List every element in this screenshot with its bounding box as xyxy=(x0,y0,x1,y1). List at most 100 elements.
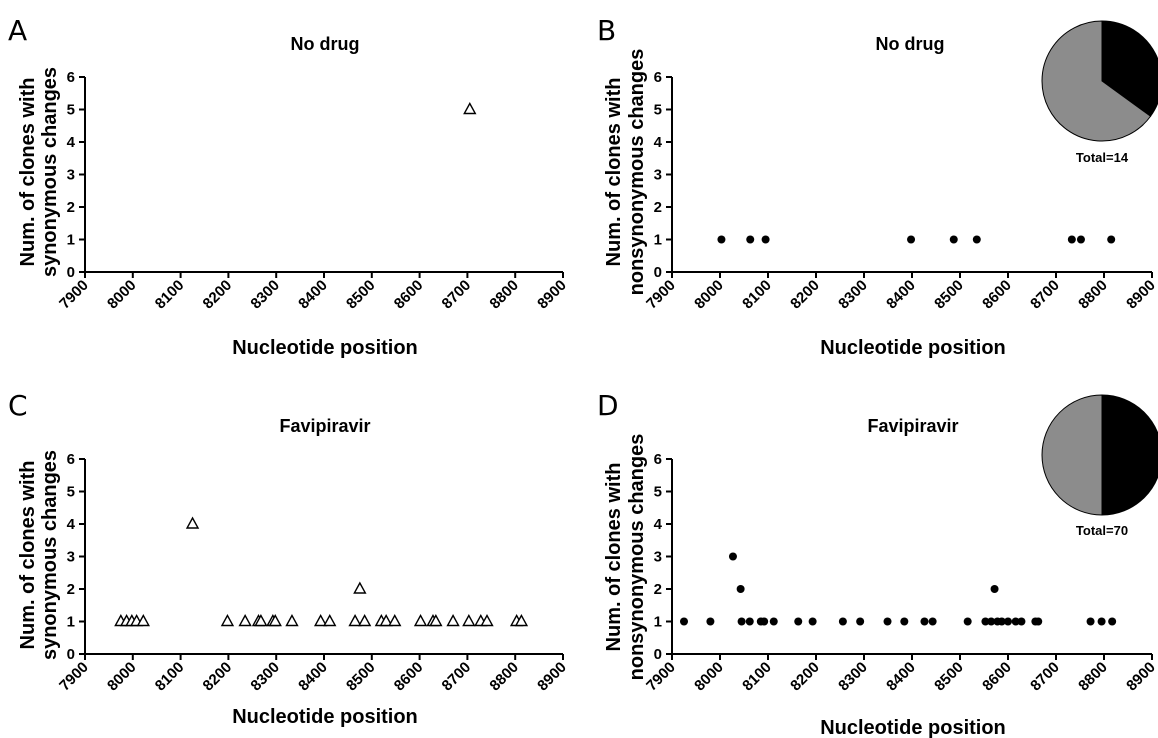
panel-b-x-tick-label: 8200 xyxy=(787,277,823,313)
panel-b-y-tick-label: 5 xyxy=(654,102,662,119)
panel-d-pie-total: Total=70 xyxy=(1076,523,1128,538)
panel-a-y-tick-label: 2 xyxy=(67,199,75,216)
panel-d-ylabel-line2: nonsynonymous changes xyxy=(626,434,648,681)
panel-c-data-point xyxy=(353,581,367,594)
panel-d-data-point xyxy=(1097,617,1106,626)
panel-c-y-tick-label: 3 xyxy=(67,549,75,566)
panel-d-xlabel: Nucleotide position xyxy=(820,717,1006,738)
panel-a: A No drug Nucleotide position Num. of cl… xyxy=(8,14,570,359)
panel-b-x-tick-label: 7900 xyxy=(643,277,679,313)
panel-b-letter: B xyxy=(597,14,616,47)
panel-b-data-point xyxy=(1067,235,1076,244)
panel-b-data-point xyxy=(907,235,916,244)
panel-d-pie-slice xyxy=(1101,394,1158,516)
panel-a-x-tick-label: 7900 xyxy=(56,277,92,313)
panel-c-title: Favipiravir xyxy=(279,416,370,436)
panel-a-x-tick-label: 8300 xyxy=(247,277,283,313)
panel-c-x-tick-label: 8400 xyxy=(295,659,331,695)
panel-d-data-point xyxy=(745,617,754,626)
panel-c-y-tick-label: 6 xyxy=(67,451,75,468)
panel-d-pie xyxy=(1041,394,1158,516)
panel-b-pie-slice xyxy=(1041,20,1152,142)
panel-d-x-tick-label: 8700 xyxy=(1027,659,1063,695)
panel-c-y-tick-label: 2 xyxy=(67,581,75,598)
panel-a-x-tick-label: 8800 xyxy=(486,277,522,313)
panel-d-data-point xyxy=(900,617,909,626)
panel-d-data-point xyxy=(794,617,803,626)
panel-a-xlabel: Nucleotide position xyxy=(232,337,418,359)
panel-c-x-tick-label: 8600 xyxy=(391,659,427,695)
panel-c-data-point xyxy=(348,614,362,627)
panel-b-data-point xyxy=(1076,235,1085,244)
panel-b-data-point xyxy=(1107,235,1116,244)
panel-b-ylabel-line2: nonsynonymous changes xyxy=(626,49,648,296)
panel-b-x-tick-label: 8300 xyxy=(835,277,871,313)
panel-a-y-tick-label: 5 xyxy=(67,102,75,119)
panel-d-data-point xyxy=(928,617,937,626)
panel-d: D Favipiravir Nucleotide position Num. o… xyxy=(597,389,1158,738)
panel-a-x-tick-label: 8900 xyxy=(534,277,570,313)
panel-d-data-point xyxy=(1034,617,1043,626)
panel-d-y-tick-label: 2 xyxy=(654,581,662,598)
panel-b-x-tick-label: 8000 xyxy=(691,277,727,313)
panel-a-x-tick-label: 8400 xyxy=(295,277,331,313)
panel-d-x-tick-label: 7900 xyxy=(643,659,679,695)
panel-d-data-point xyxy=(963,617,972,626)
panel-a-x-tick-label: 8600 xyxy=(391,277,427,313)
panel-c-x-tick-label: 8100 xyxy=(152,659,188,695)
panel-d-y-tick-label: 5 xyxy=(654,484,662,501)
panel-b-y-tick-label: 2 xyxy=(654,199,662,216)
panel-d-data-point xyxy=(990,585,999,593)
panel-b-data-point xyxy=(972,235,981,244)
panel-d-data-point xyxy=(769,617,778,626)
panel-d-y-tick-label: 3 xyxy=(654,549,662,566)
panel-c-data-point xyxy=(357,614,372,627)
panel-c-x-tick-label: 8900 xyxy=(534,659,570,695)
panel-b-y-tick-label: 1 xyxy=(654,232,662,249)
panel-c-ylabel-line2: synonymous changes xyxy=(39,450,61,660)
panel-c-x-tick-label: 8800 xyxy=(486,659,522,695)
panel-d-data-point xyxy=(1108,617,1117,626)
panel-d-data-point xyxy=(680,617,688,626)
panel-d-y-tick-label: 4 xyxy=(654,516,663,533)
panel-a-data-point xyxy=(463,102,477,115)
panel-a-x-tick-label: 8100 xyxy=(152,277,188,313)
panel-d-data-point xyxy=(706,617,715,626)
panel-a-y-tick-label: 6 xyxy=(67,69,75,86)
panel-d-data-point xyxy=(808,617,817,626)
panel-b-data-point xyxy=(717,235,726,244)
panel-d-x-tick-label: 8900 xyxy=(1123,659,1158,695)
panel-b-pie xyxy=(1041,20,1158,142)
panel-c-data-point xyxy=(136,614,150,627)
panel-d-data-point xyxy=(1017,617,1026,626)
panel-b-x-tick-label: 8600 xyxy=(979,277,1015,313)
panel-d-data-point xyxy=(997,617,1006,626)
panel-c-plot: 0 1 2 3 4 5 6 7900 8000 8100 8200 8300 8400 8500 8600 8… xyxy=(56,451,570,694)
panel-c-data-point xyxy=(238,614,252,627)
panel-d-data-point xyxy=(1086,617,1095,626)
panel-d-data-point xyxy=(1011,617,1020,626)
panel-d-x-tick-label: 8000 xyxy=(691,659,727,695)
panel-d-y-tick-label: 0 xyxy=(654,646,662,663)
panel-a-letter: A xyxy=(8,14,27,47)
panel-c-ylabel-line1: Num. of clones with xyxy=(17,461,39,650)
panel-d-x-tick-label: 8200 xyxy=(787,659,823,695)
panel-d-data-point xyxy=(883,617,892,626)
panel-c-x-tick-label: 8000 xyxy=(104,659,140,695)
panel-c-y-tick-label: 1 xyxy=(67,614,75,631)
panel-b-y-tick-label: 3 xyxy=(654,167,662,184)
panel-c-data-point xyxy=(429,614,443,627)
panel-d-title: Favipiravir xyxy=(867,416,958,436)
panel-d-x-tick-label: 8600 xyxy=(979,659,1015,695)
panel-b-data-point xyxy=(761,235,770,244)
panel-a-y-tick-label: 4 xyxy=(67,134,76,151)
panel-c-data-point xyxy=(388,614,402,627)
panel-c-data-point xyxy=(185,516,200,529)
panel-d-data-point xyxy=(760,617,769,626)
panel-c-data-point xyxy=(220,614,235,627)
panel-d-data-point xyxy=(838,617,847,626)
panel-b-data-point xyxy=(949,235,958,244)
panel-d-x-tick-label: 8800 xyxy=(1075,659,1111,695)
panel-b-y-tick-label: 6 xyxy=(654,69,662,86)
